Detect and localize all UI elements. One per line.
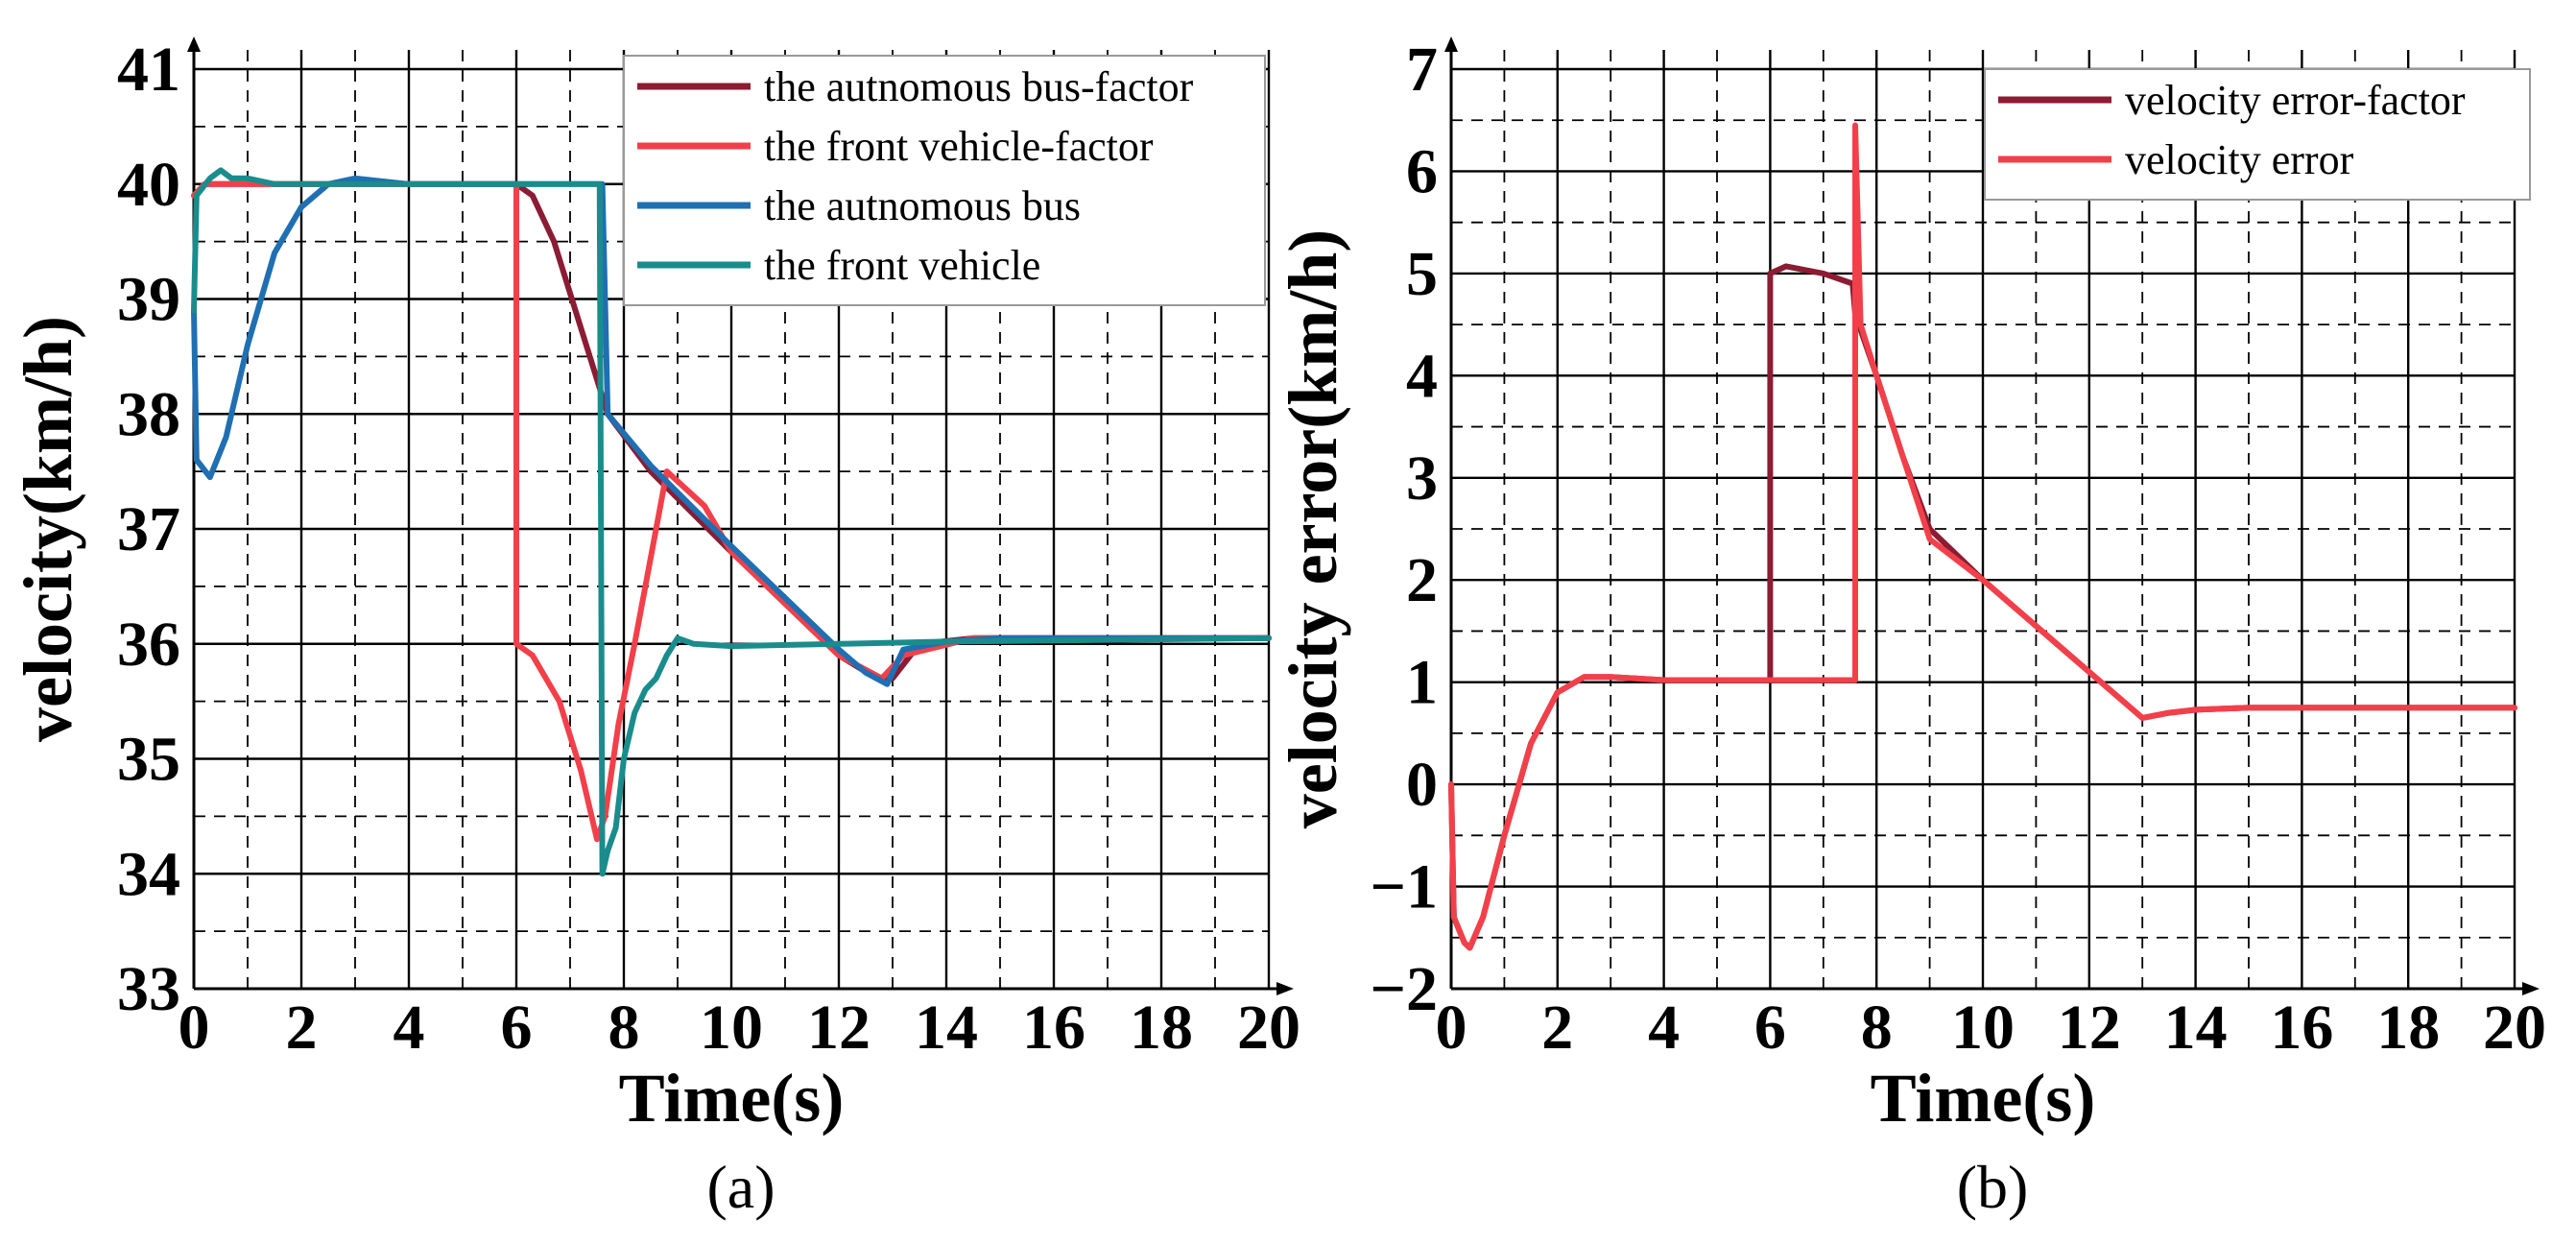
x-tick-label: 16: [1022, 993, 1085, 1063]
y-tick-label: 39: [117, 265, 180, 335]
y-tick-label: 0: [1406, 750, 1438, 820]
legend-label: the autnomous bus: [764, 182, 1081, 229]
y-tick-label: 3: [1406, 443, 1438, 514]
legend-label: the autnomous bus-factor: [764, 63, 1194, 110]
series-line-2: [1448, 122, 2517, 951]
legend-label: the front vehicle-factor: [764, 123, 1154, 170]
x-tick-label: 20: [1237, 993, 1300, 1063]
panel-caption: (a): [706, 1153, 775, 1221]
y-tick-label: 5: [1406, 239, 1438, 309]
legend: the autnomous bus-factor the front vehicl…: [623, 55, 1266, 306]
x-tick-label: 12: [807, 993, 871, 1063]
chart-panel-1: 0 2 4 6 8 10 12 14 16 18 20 33 34 35 36 37 38 39 40 41 Time(…: [10, 35, 1300, 1221]
x-tick-label: 0: [1436, 993, 1467, 1063]
x-tick-label: 8: [1861, 993, 1893, 1063]
x-axis-arrow: [1276, 982, 1294, 995]
y-tick-label: 6: [1406, 136, 1438, 206]
y-tick-label: 2: [1406, 545, 1438, 615]
chart-panel-2: 0 2 4 6 8 10 12 14 16 18 20−2−101234567Time(s)velo…: [1275, 35, 2546, 1221]
y-tick-label: 37: [117, 494, 180, 564]
x-tick-label: 6: [1754, 993, 1786, 1063]
y-tick-label: 7: [1406, 35, 1438, 105]
y-tick-label: 33: [117, 954, 180, 1024]
x-tick-label: 12: [2058, 993, 2121, 1063]
x-tick-label: 0: [179, 993, 210, 1063]
y-tick-label: −1: [1370, 852, 1438, 922]
legend-label: velocity error: [2125, 136, 2354, 183]
series-line-4: [191, 167, 1272, 877]
x-tick-label: 18: [1130, 993, 1193, 1063]
x-tick-label: 4: [394, 993, 425, 1063]
x-axis-arrow: [2522, 982, 2540, 995]
y-tick-label: −2: [1370, 954, 1438, 1024]
y-tick-label: 1: [1406, 648, 1438, 718]
y-tick-label: 34: [117, 839, 180, 909]
x-tick-label: 10: [700, 993, 763, 1063]
x-tick-label: 18: [2376, 993, 2440, 1063]
y-tick-label: 38: [117, 379, 180, 449]
y-axis-arrow: [187, 36, 201, 52]
x-tick-label: 14: [2164, 993, 2228, 1063]
y-tick-label: 36: [117, 610, 180, 680]
x-tick-label: 14: [915, 993, 978, 1063]
y-tick-label: 40: [117, 150, 180, 220]
y-axis-arrow: [1444, 36, 1458, 52]
legend-label: velocity error-factor: [2125, 77, 2466, 124]
x-tick-label: 16: [2270, 993, 2333, 1063]
x-tick-label: 20: [2483, 993, 2546, 1063]
y-tick-label: 4: [1406, 341, 1438, 411]
y-tick-label: 35: [117, 725, 180, 795]
x-tick-label: 4: [1648, 993, 1680, 1063]
grid: [1451, 50, 2516, 989]
legend-label: the front vehicle: [764, 242, 1040, 289]
y-axis-title: velocity(km/h): [10, 316, 86, 742]
y-tick-label: 41: [117, 35, 180, 105]
x-tick-label: 10: [1951, 993, 2015, 1063]
x-tick-label: 6: [501, 993, 533, 1063]
x-tick-label: 2: [1541, 993, 1573, 1063]
y-axis-title: velocity error(km/h): [1275, 229, 1351, 828]
x-tick-label: 2: [286, 993, 318, 1063]
x-tick-label: 8: [608, 993, 640, 1063]
panel-caption: (b): [1957, 1153, 2029, 1221]
x-axis-title: Time(s): [619, 1060, 845, 1137]
x-axis-title: Time(s): [1871, 1060, 2096, 1137]
legend: velocity error-factor velocity error: [1984, 68, 2531, 201]
legend-box: [1984, 68, 2531, 201]
